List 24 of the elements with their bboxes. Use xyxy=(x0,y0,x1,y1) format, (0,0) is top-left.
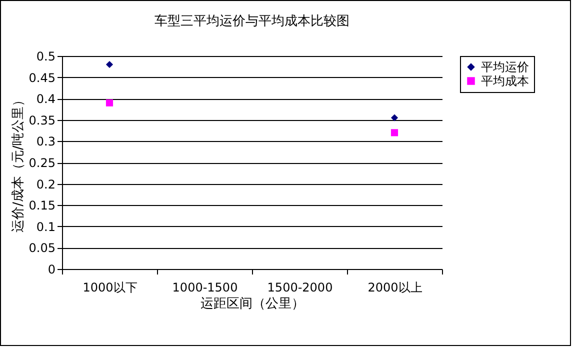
y-tick-label: 0.05 xyxy=(28,241,56,256)
y-tick-label: 0.4 xyxy=(36,92,56,106)
x-tick-label: 2000以上 xyxy=(368,280,422,294)
y-tick-label: 0 xyxy=(48,262,56,276)
point xyxy=(106,99,114,106)
x-tick-label: 1000-1500 xyxy=(172,280,238,294)
y-tick-label: 0.2 xyxy=(36,177,56,192)
y-axis-title: 运价/成本（元/吨公里） xyxy=(10,94,26,232)
y-tick-label: 0.35 xyxy=(28,113,56,128)
y-tick-label: 0.5 xyxy=(36,50,56,64)
x-tick-label: 1500-2000 xyxy=(267,280,333,294)
legend-label: 平均成本 xyxy=(481,74,529,88)
y-tick-label: 0.1 xyxy=(36,220,56,234)
point xyxy=(106,60,114,68)
legend-label: 平均运价 xyxy=(481,60,529,74)
chart-title: 车型三平均运价与平均成本比较图 xyxy=(154,14,350,29)
point xyxy=(390,129,398,136)
y-tick-label: 0.3 xyxy=(36,134,56,149)
x-axis-title: 运距区间（公里） xyxy=(200,296,304,312)
y-tick-label: 0.45 xyxy=(28,70,56,85)
y-tick-label: 0.25 xyxy=(28,156,56,170)
y-tick-label: 0.15 xyxy=(28,198,56,213)
point xyxy=(390,114,398,122)
x-tick-label: 1000以下 xyxy=(82,280,138,294)
